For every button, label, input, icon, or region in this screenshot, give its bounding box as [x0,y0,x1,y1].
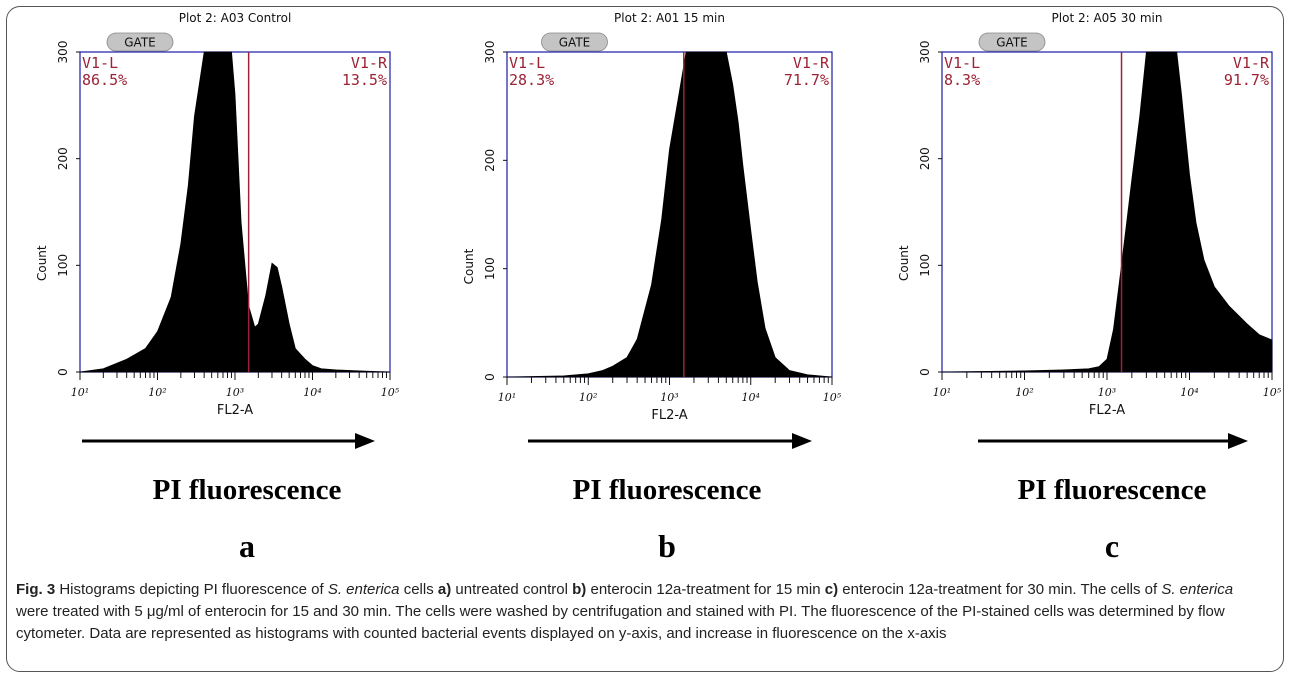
fluorescence-label: PI fluorescence [573,474,762,506]
histogram-panel-c: Plot 2: A05 30 min GATE V1-L8.3% V1-R91.7% 0… [897,11,1282,564]
chart-title: Plot 2: A01 15 min [614,11,725,25]
gate-label: GATE [124,36,156,50]
x-tick-label: 10³ [226,386,244,399]
x-tick-label: 10³ [660,391,678,404]
x-tick-label: 10² [1015,386,1033,399]
histogram-panel-b: Plot 2: A01 15 min GATE V1-L28.3% V1-R71.7%… [462,11,842,564]
chart-title: Plot 2: A03 Control [179,11,292,25]
y-tick-label: 0 [918,368,932,376]
y-tick-label: 0 [483,373,497,381]
gate-label: GATE [559,36,591,50]
x-tick-label: 10⁵ [1263,386,1282,399]
caption-species-1: S. enterica [327,581,400,598]
panel-letter: c [1105,528,1119,564]
caption-text-1: Histograms depicting PI fluorescence of [55,581,328,598]
caption-text-a: untreated control [451,581,573,598]
y-tick-label: 300 [483,41,497,64]
region-right-label: V1-R [1233,54,1270,72]
chart-title: Plot 2: A05 30 min [1052,11,1163,25]
y-tick-label: 200 [918,147,932,170]
figure-caption: Fig. 3 Histograms depicting PI fluoresce… [16,579,1266,645]
region-right-label: V1-R [793,54,830,72]
fluorescence-arrowhead [792,433,812,449]
fluorescence-arrowhead [355,433,375,449]
caption-species-2: S. enterica [1161,581,1234,598]
histogram-panel-a: Plot 2: A03 Control GATE V1-L86.5% V1-R13.5… [35,11,400,564]
figure-frame [6,6,1284,672]
y-tick-label: 100 [56,254,70,277]
histogram-area [506,51,833,378]
y-axis-label: Count [35,245,49,281]
x-tick-label: 10³ [1098,386,1116,399]
gate-badge [978,32,1046,52]
y-tick-label: 100 [483,257,497,280]
figure-charts: Plot 2: A03 ControlGATEV1-L86.5%V1-R13.5… [35,11,1282,564]
x-axis-label: FL2-A [651,408,687,423]
region-left-percent: 28.3% [509,71,554,89]
y-tick-label: 0 [56,368,70,376]
caption-text-3: were treated with 5 μg/ml of enterocin f… [16,603,1225,642]
region-left-percent: 86.5% [82,71,127,89]
x-tick-label: 10⁴ [742,391,760,404]
caption-fig-label: Fig. 3 [16,581,56,598]
caption-label-a: a) [437,581,452,598]
y-axis-label: Count [462,248,476,284]
panel-letter: b [658,528,676,564]
x-tick-label: 10⁵ [823,391,842,404]
x-tick-label: 10⁴ [1180,386,1198,399]
region-right-percent: 91.7% [1224,71,1269,89]
gate-label: GATE [996,36,1028,50]
x-tick-label: 10² [148,386,166,399]
region-right-percent: 13.5% [342,71,387,89]
y-tick-label: 200 [56,147,70,170]
region-left-label: V1-L [944,54,980,72]
y-tick-label: 100 [918,254,932,277]
region-right-percent: 71.7% [784,71,829,89]
gate-badge [106,32,174,52]
fluorescence-arrowhead [1228,433,1248,449]
region-left-percent: 8.3% [944,71,980,89]
x-tick-label: 10¹ [498,391,516,404]
gate-badge [541,32,608,52]
region-left-label: V1-L [82,54,118,72]
x-tick-label: 10² [579,391,597,404]
histogram-area [941,51,1273,373]
region-right-label: V1-R [351,54,388,72]
y-tick-label: 300 [918,41,932,64]
x-tick-label: 10¹ [933,386,951,399]
x-tick-label: 10⁴ [303,386,321,399]
caption-text-b: enterocin 12a-treatment for 15 min [586,581,825,598]
y-tick-label: 200 [483,149,497,172]
region-left-label: V1-L [509,54,545,72]
x-axis-label: FL2-A [217,403,253,418]
caption-label-b: b) [572,581,587,598]
panel-letter: a [239,528,255,564]
x-axis-label: FL2-A [1089,403,1125,418]
y-tick-label: 300 [56,41,70,64]
histogram-area [79,51,391,373]
x-tick-label: 10¹ [71,386,89,399]
caption-text-2: cells [399,581,438,598]
fluorescence-label: PI fluorescence [1018,474,1207,506]
fluorescence-label: PI fluorescence [153,474,342,506]
caption-text-c: enterocin 12a-treatment for 30 min. The … [838,581,1162,598]
x-tick-label: 10⁵ [381,386,400,399]
y-axis-label: Count [897,245,911,281]
caption-label-c: c) [824,581,839,598]
